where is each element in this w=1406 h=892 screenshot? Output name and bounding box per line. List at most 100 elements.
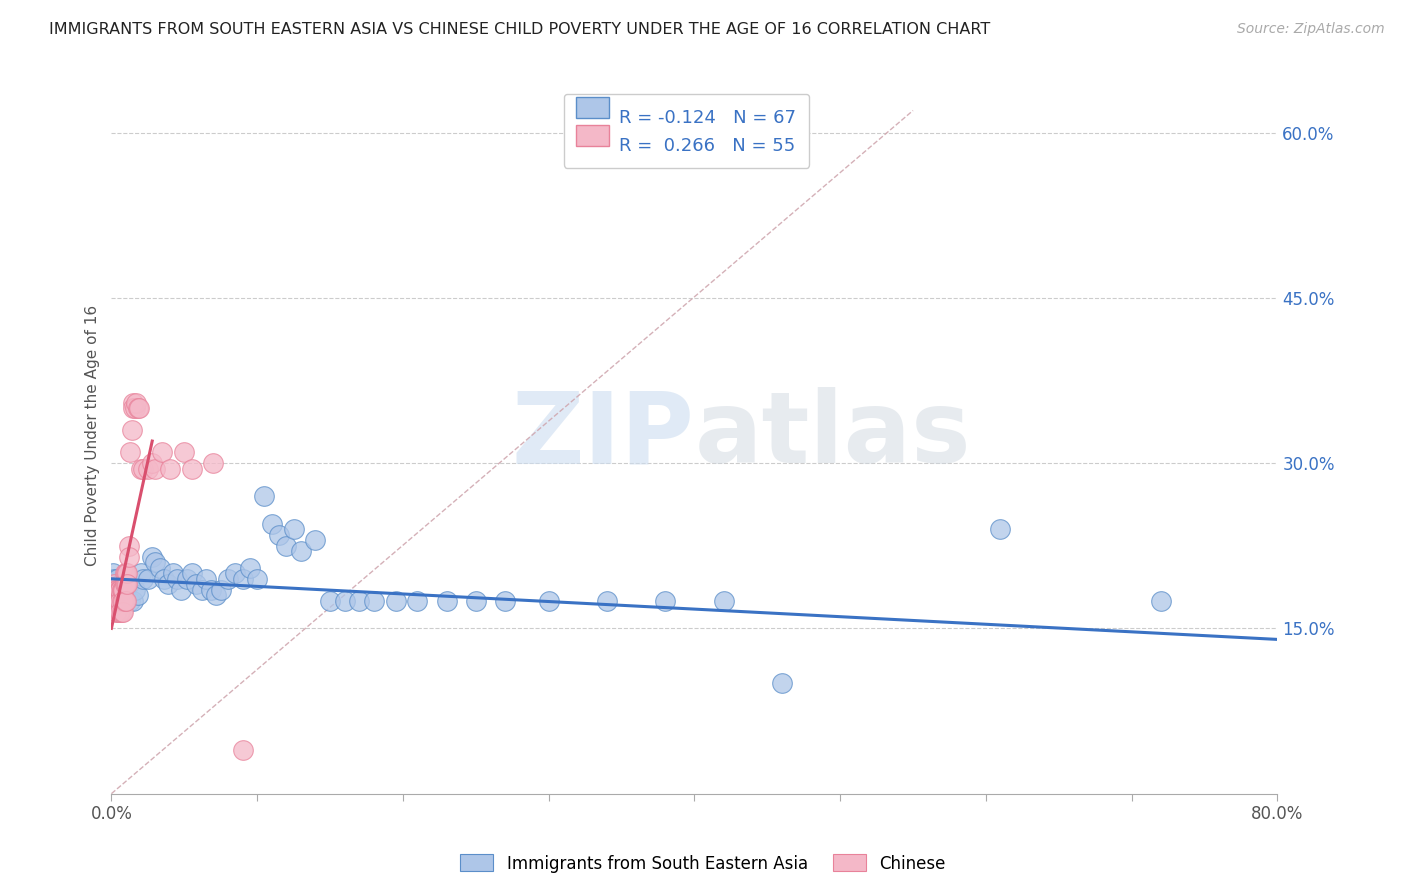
Text: IMMIGRANTS FROM SOUTH EASTERN ASIA VS CHINESE CHILD POVERTY UNDER THE AGE OF 16 : IMMIGRANTS FROM SOUTH EASTERN ASIA VS CH… (49, 22, 990, 37)
Point (713, 594, 735, 608)
Point (125, 395, 148, 409)
Point (153, 572, 176, 586)
Point (209, 582, 232, 597)
Point (127, 401, 149, 415)
Point (184, 577, 207, 591)
Point (118, 577, 141, 591)
Point (129, 566, 152, 581)
Point (103, 572, 125, 586)
Point (596, 594, 619, 608)
Point (347, 594, 370, 608)
Point (260, 516, 283, 531)
Point (107, 594, 129, 608)
Point (202, 456, 225, 470)
Point (141, 549, 163, 564)
Point (104, 594, 127, 608)
Point (990, 522, 1012, 536)
Point (180, 461, 202, 475)
Point (115, 566, 138, 581)
Point (253, 489, 276, 503)
Point (105, 572, 128, 586)
Point (110, 594, 132, 608)
Point (112, 605, 135, 619)
Legend: Immigrants from South Eastern Asia, Chinese: Immigrants from South Eastern Asia, Chin… (453, 847, 953, 880)
Point (117, 577, 139, 591)
Point (103, 582, 125, 597)
Point (537, 594, 560, 608)
Point (103, 594, 125, 608)
Point (246, 572, 269, 586)
Point (101, 599, 124, 614)
Point (122, 395, 145, 409)
Point (124, 582, 146, 597)
Point (124, 401, 146, 415)
Point (115, 582, 138, 597)
Point (101, 566, 124, 581)
Point (120, 445, 142, 459)
Point (363, 594, 385, 608)
Point (118, 539, 141, 553)
Point (173, 445, 195, 459)
Point (103, 577, 125, 591)
Point (105, 594, 128, 608)
Point (108, 605, 131, 619)
Point (770, 676, 793, 690)
Point (232, 742, 254, 756)
Point (384, 594, 406, 608)
Point (107, 594, 129, 608)
Point (114, 588, 136, 602)
Point (654, 594, 676, 608)
Point (114, 566, 136, 581)
Point (120, 594, 142, 608)
Point (122, 401, 145, 415)
Point (436, 594, 458, 608)
Point (104, 577, 127, 591)
Point (115, 577, 138, 591)
Point (157, 577, 180, 591)
Point (217, 572, 239, 586)
Point (136, 461, 159, 475)
Point (112, 582, 135, 597)
Point (180, 566, 202, 581)
Point (143, 461, 166, 475)
Point (101, 582, 124, 597)
Point (290, 544, 312, 558)
Point (121, 423, 143, 437)
Point (110, 594, 132, 608)
Point (108, 577, 131, 591)
Point (107, 582, 129, 597)
Point (239, 561, 262, 575)
Point (464, 594, 486, 608)
Point (107, 605, 129, 619)
Point (114, 594, 136, 608)
Point (494, 594, 516, 608)
Point (117, 566, 139, 581)
Point (136, 572, 159, 586)
Y-axis label: Child Poverty Under the Age of 16: Child Poverty Under the Age of 16 (86, 305, 100, 566)
Point (406, 594, 429, 608)
Point (104, 605, 127, 619)
Point (108, 582, 131, 597)
Point (104, 582, 127, 597)
Point (105, 582, 128, 597)
Point (103, 588, 125, 602)
Point (112, 577, 135, 591)
Point (122, 594, 145, 608)
Point (205, 588, 228, 602)
Point (333, 594, 356, 608)
Text: ZIP: ZIP (512, 387, 695, 484)
Point (232, 572, 254, 586)
Point (115, 594, 138, 608)
Point (166, 572, 188, 586)
Point (132, 461, 155, 475)
Point (110, 605, 132, 619)
Point (108, 582, 131, 597)
Point (143, 555, 166, 569)
Point (108, 594, 131, 608)
Point (112, 594, 135, 608)
Point (267, 527, 290, 541)
Point (224, 566, 246, 581)
Point (1150, 594, 1173, 608)
Legend: R = -0.124   N = 67, R =  0.266   N = 55: R = -0.124 N = 67, R = 0.266 N = 55 (564, 94, 808, 168)
Point (105, 588, 128, 602)
